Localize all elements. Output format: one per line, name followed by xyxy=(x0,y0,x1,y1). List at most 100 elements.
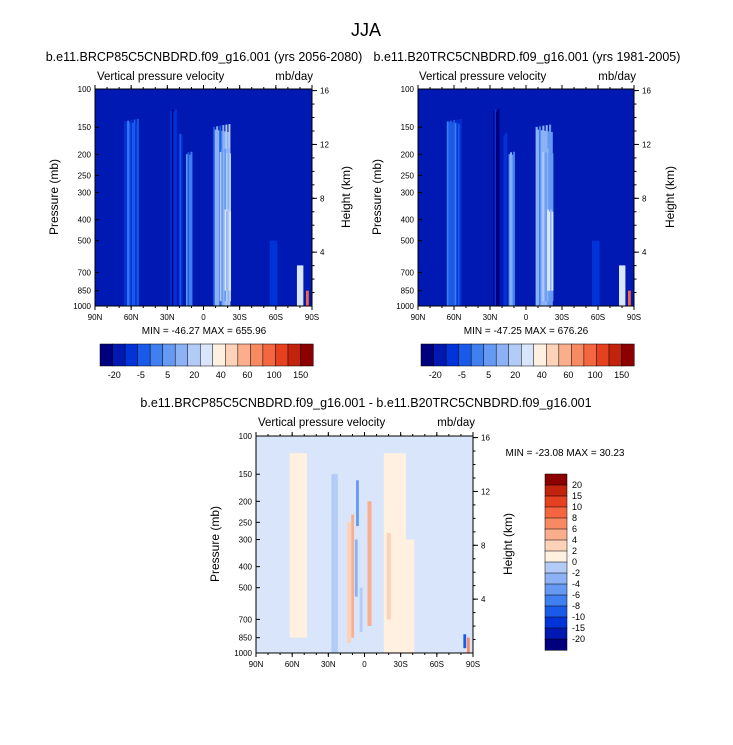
panel-b-feature-strip xyxy=(497,108,500,306)
panel-a-colorbar-box xyxy=(300,343,314,367)
panel-c-y-tick-label: 100 xyxy=(239,432,253,441)
panel-b-feature-strip xyxy=(513,151,515,306)
panel-b-x-tick-label: 0 xyxy=(524,313,529,322)
panel-c-colorbar-box xyxy=(544,495,568,508)
panel-c-feature-strip xyxy=(401,539,404,653)
panel-a-feature-strip xyxy=(298,265,301,306)
panel-c-colorbar-label: 2 xyxy=(572,546,577,556)
panel-b-feature-strip xyxy=(459,118,462,307)
panel-c-feature-strip xyxy=(347,522,350,644)
panel-c-variable-label: Vertical pressure velocity xyxy=(258,417,385,429)
panel-b-y-tick-label: 400 xyxy=(401,216,415,225)
panel-b-colorbar-label: 60 xyxy=(563,370,573,380)
panel-b-colorbar-label: 5 xyxy=(486,370,491,380)
panel-a-stats: MIN = -46.27 MAX = 655.96 xyxy=(142,326,267,337)
panel-b-colorbar-label: -5 xyxy=(458,370,466,380)
panel-c-colorbar-label: -8 xyxy=(572,601,580,611)
panel-a-colorbar-box xyxy=(149,343,164,367)
panel-a-colorbar-box xyxy=(199,343,214,367)
panel-a-colorbar-box xyxy=(225,343,239,367)
panel-c-colorbar-box xyxy=(544,528,568,541)
panel-a-colorbar-box xyxy=(187,343,201,367)
panel-c-colorbar-label: 6 xyxy=(572,524,577,534)
panel-b-x-tick-label: 90N xyxy=(411,313,426,322)
panel-a-feature-strip xyxy=(187,152,190,306)
panel-b-y-tick-label: 250 xyxy=(401,171,415,180)
panel-b-feature-strip xyxy=(511,154,514,306)
panel-c-feature-strip xyxy=(297,453,300,638)
panel-b-feature-strip xyxy=(493,110,495,306)
panel-b-colorbar-box xyxy=(445,343,460,367)
panel-a-x-tick-label: 60N xyxy=(124,313,139,322)
panel-a-y2-tick-label: 16 xyxy=(320,87,329,96)
panel-c-y-tick-label: 400 xyxy=(239,563,253,572)
panel-b-colorbar-label: 40 xyxy=(537,370,547,380)
panel-a: b.e11.BRCP85C5CNBDRD.f09_g16.001 (yrs 20… xyxy=(46,50,363,380)
panel-a-feature-strip xyxy=(179,133,182,306)
panel-a-y-tick-label: 1000 xyxy=(73,302,91,311)
panel-a-feature-strip xyxy=(125,121,128,307)
panel-c-feature-strip xyxy=(410,539,413,653)
panel-c-feature-strip xyxy=(348,522,352,644)
panel-a-feature-strip xyxy=(131,123,134,306)
panel-a-feature-strip xyxy=(274,240,276,306)
panel-a-feature-strip xyxy=(173,111,176,306)
panel-b-x-tick-label: 30N xyxy=(483,313,498,322)
panel-a-colorbar-box xyxy=(162,343,176,367)
panel-c-y-tick-label: 700 xyxy=(239,615,253,624)
panel-b-x-tick-label: 90S xyxy=(627,313,641,322)
panel-b-units-label: mb/day xyxy=(598,71,636,83)
panel-b-feature-strip xyxy=(540,130,543,306)
panel-a-y-axis-title: Pressure (mb) xyxy=(47,159,61,235)
panel-c-plot-area xyxy=(255,435,474,654)
panel-b-x-tick-label: 30S xyxy=(555,313,569,322)
panel-c-colorbar-label: -20 xyxy=(572,634,585,644)
panel-a-x-tick-label: 60S xyxy=(269,313,283,322)
panel-a-feature-strip xyxy=(213,126,216,306)
panel-c-feature-strip xyxy=(289,453,292,638)
panel-c-feature-strip xyxy=(294,453,297,638)
panel-c-colorbar-label: 10 xyxy=(572,502,582,512)
panel-b-y2-tick-label: 8 xyxy=(642,194,647,203)
panel-c-feature-strip xyxy=(402,539,405,653)
panel-c-colorbar-box xyxy=(544,605,568,618)
panel-a-y2-axis-title: Height (km) xyxy=(339,166,353,228)
panel-b-feature-strip xyxy=(537,129,540,306)
panel-c-x-tick-label: 60N xyxy=(285,660,300,669)
panel-a-colorbar-box xyxy=(287,343,302,367)
panel-a-variable-label: Vertical pressure velocity xyxy=(97,71,224,83)
panel-c-feature-strip xyxy=(305,453,308,638)
panel-a-plot-area xyxy=(94,88,313,307)
panel-b-feature-strip xyxy=(596,240,599,306)
panel-c-feature-strip xyxy=(391,453,394,653)
panel-c-y-tick-label: 300 xyxy=(239,536,253,545)
panel-b-x-tick-label: 60N xyxy=(447,313,462,322)
panel-c-x-tick-label: 30S xyxy=(394,660,408,669)
panel-a-y-tick-label: 500 xyxy=(78,237,92,246)
panel-c-feature-strip xyxy=(359,587,362,632)
panel-a-feature-strip xyxy=(269,240,272,306)
panel-a-feature-strip xyxy=(214,129,217,306)
panel-c-feature-strip xyxy=(367,501,370,626)
panel-b-feature-strip xyxy=(620,265,623,306)
panel-a-y-tick-label: 700 xyxy=(78,268,92,277)
panel-c-y2-tick-label: 12 xyxy=(481,487,490,496)
panel-a-feature-strip xyxy=(272,240,275,306)
panel-c-feature-strip xyxy=(393,453,396,653)
panel-c-ticks: 100 150 200 250 300 400 500 700 850 1000 16 12 8 4 90N… xyxy=(234,432,490,669)
panel-b-colorbar-box xyxy=(470,343,485,367)
panel-b-colorbar-box xyxy=(546,343,560,367)
panel-b-stats: MIN = -47.25 MAX = 676.26 xyxy=(464,326,589,337)
panel-a-colorbar-box xyxy=(250,343,264,367)
panel-c-feature-strip xyxy=(357,480,359,527)
panel-a-x-tick-label: 30S xyxy=(233,313,247,322)
panel-c-y2-axis-title: Height (km) xyxy=(501,513,515,575)
panel-b-feature-strip xyxy=(450,120,452,306)
panel-a-colorbar-label: 5 xyxy=(165,370,170,380)
panel-a-feature-strip xyxy=(133,119,136,307)
panel-a-y2-tick-label: 4 xyxy=(320,248,325,257)
panel-c-y2-tick-label: 16 xyxy=(481,434,490,443)
panel-c-feature-strip xyxy=(463,634,465,649)
panel-b-x-tick-label: 60S xyxy=(591,313,605,322)
